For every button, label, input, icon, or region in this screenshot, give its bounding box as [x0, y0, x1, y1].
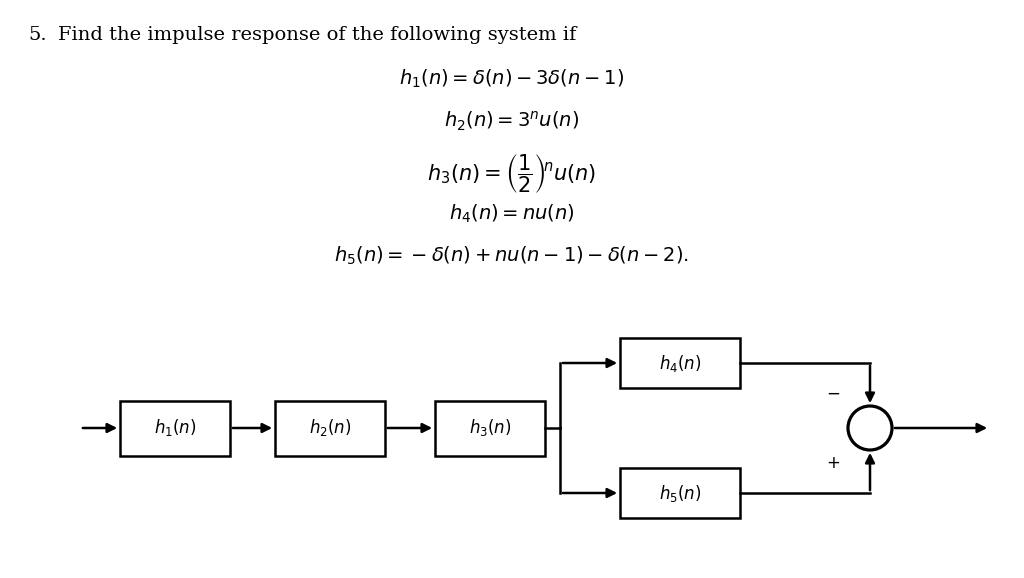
- Text: 5.: 5.: [28, 26, 47, 44]
- Text: $h_5(n)$: $h_5(n)$: [658, 483, 701, 503]
- Text: $h_1(n)$: $h_1(n)$: [154, 417, 197, 439]
- Text: $h_4(n) = nu(n)$: $h_4(n) = nu(n)$: [450, 203, 574, 225]
- Bar: [620, 338, 740, 388]
- Text: $+$: $+$: [826, 454, 840, 472]
- Text: $h_4(n)$: $h_4(n)$: [658, 353, 701, 373]
- Bar: [275, 401, 385, 455]
- Text: $h_1(n) = \delta(n) - 3\delta(n-1)$: $h_1(n) = \delta(n) - 3\delta(n-1)$: [399, 68, 625, 90]
- Bar: [435, 401, 545, 455]
- Text: Find the impulse response of the following system if: Find the impulse response of the followi…: [58, 26, 577, 44]
- Text: $h_5(n) = -\delta(n) + nu(n-1) - \delta(n-2).$: $h_5(n) = -\delta(n) + nu(n-1) - \delta(…: [335, 245, 689, 267]
- Text: $h_2(n) = 3^n u(n)$: $h_2(n) = 3^n u(n)$: [444, 110, 580, 134]
- Text: $h_2(n)$: $h_2(n)$: [308, 417, 351, 439]
- Bar: [120, 401, 230, 455]
- Bar: [620, 468, 740, 518]
- Text: $h_3(n) = \left(\dfrac{1}{2}\right)^{\!n} u(n)$: $h_3(n) = \left(\dfrac{1}{2}\right)^{\!n…: [427, 152, 597, 195]
- Text: $-$: $-$: [825, 384, 840, 402]
- Text: $h_3(n)$: $h_3(n)$: [469, 417, 511, 439]
